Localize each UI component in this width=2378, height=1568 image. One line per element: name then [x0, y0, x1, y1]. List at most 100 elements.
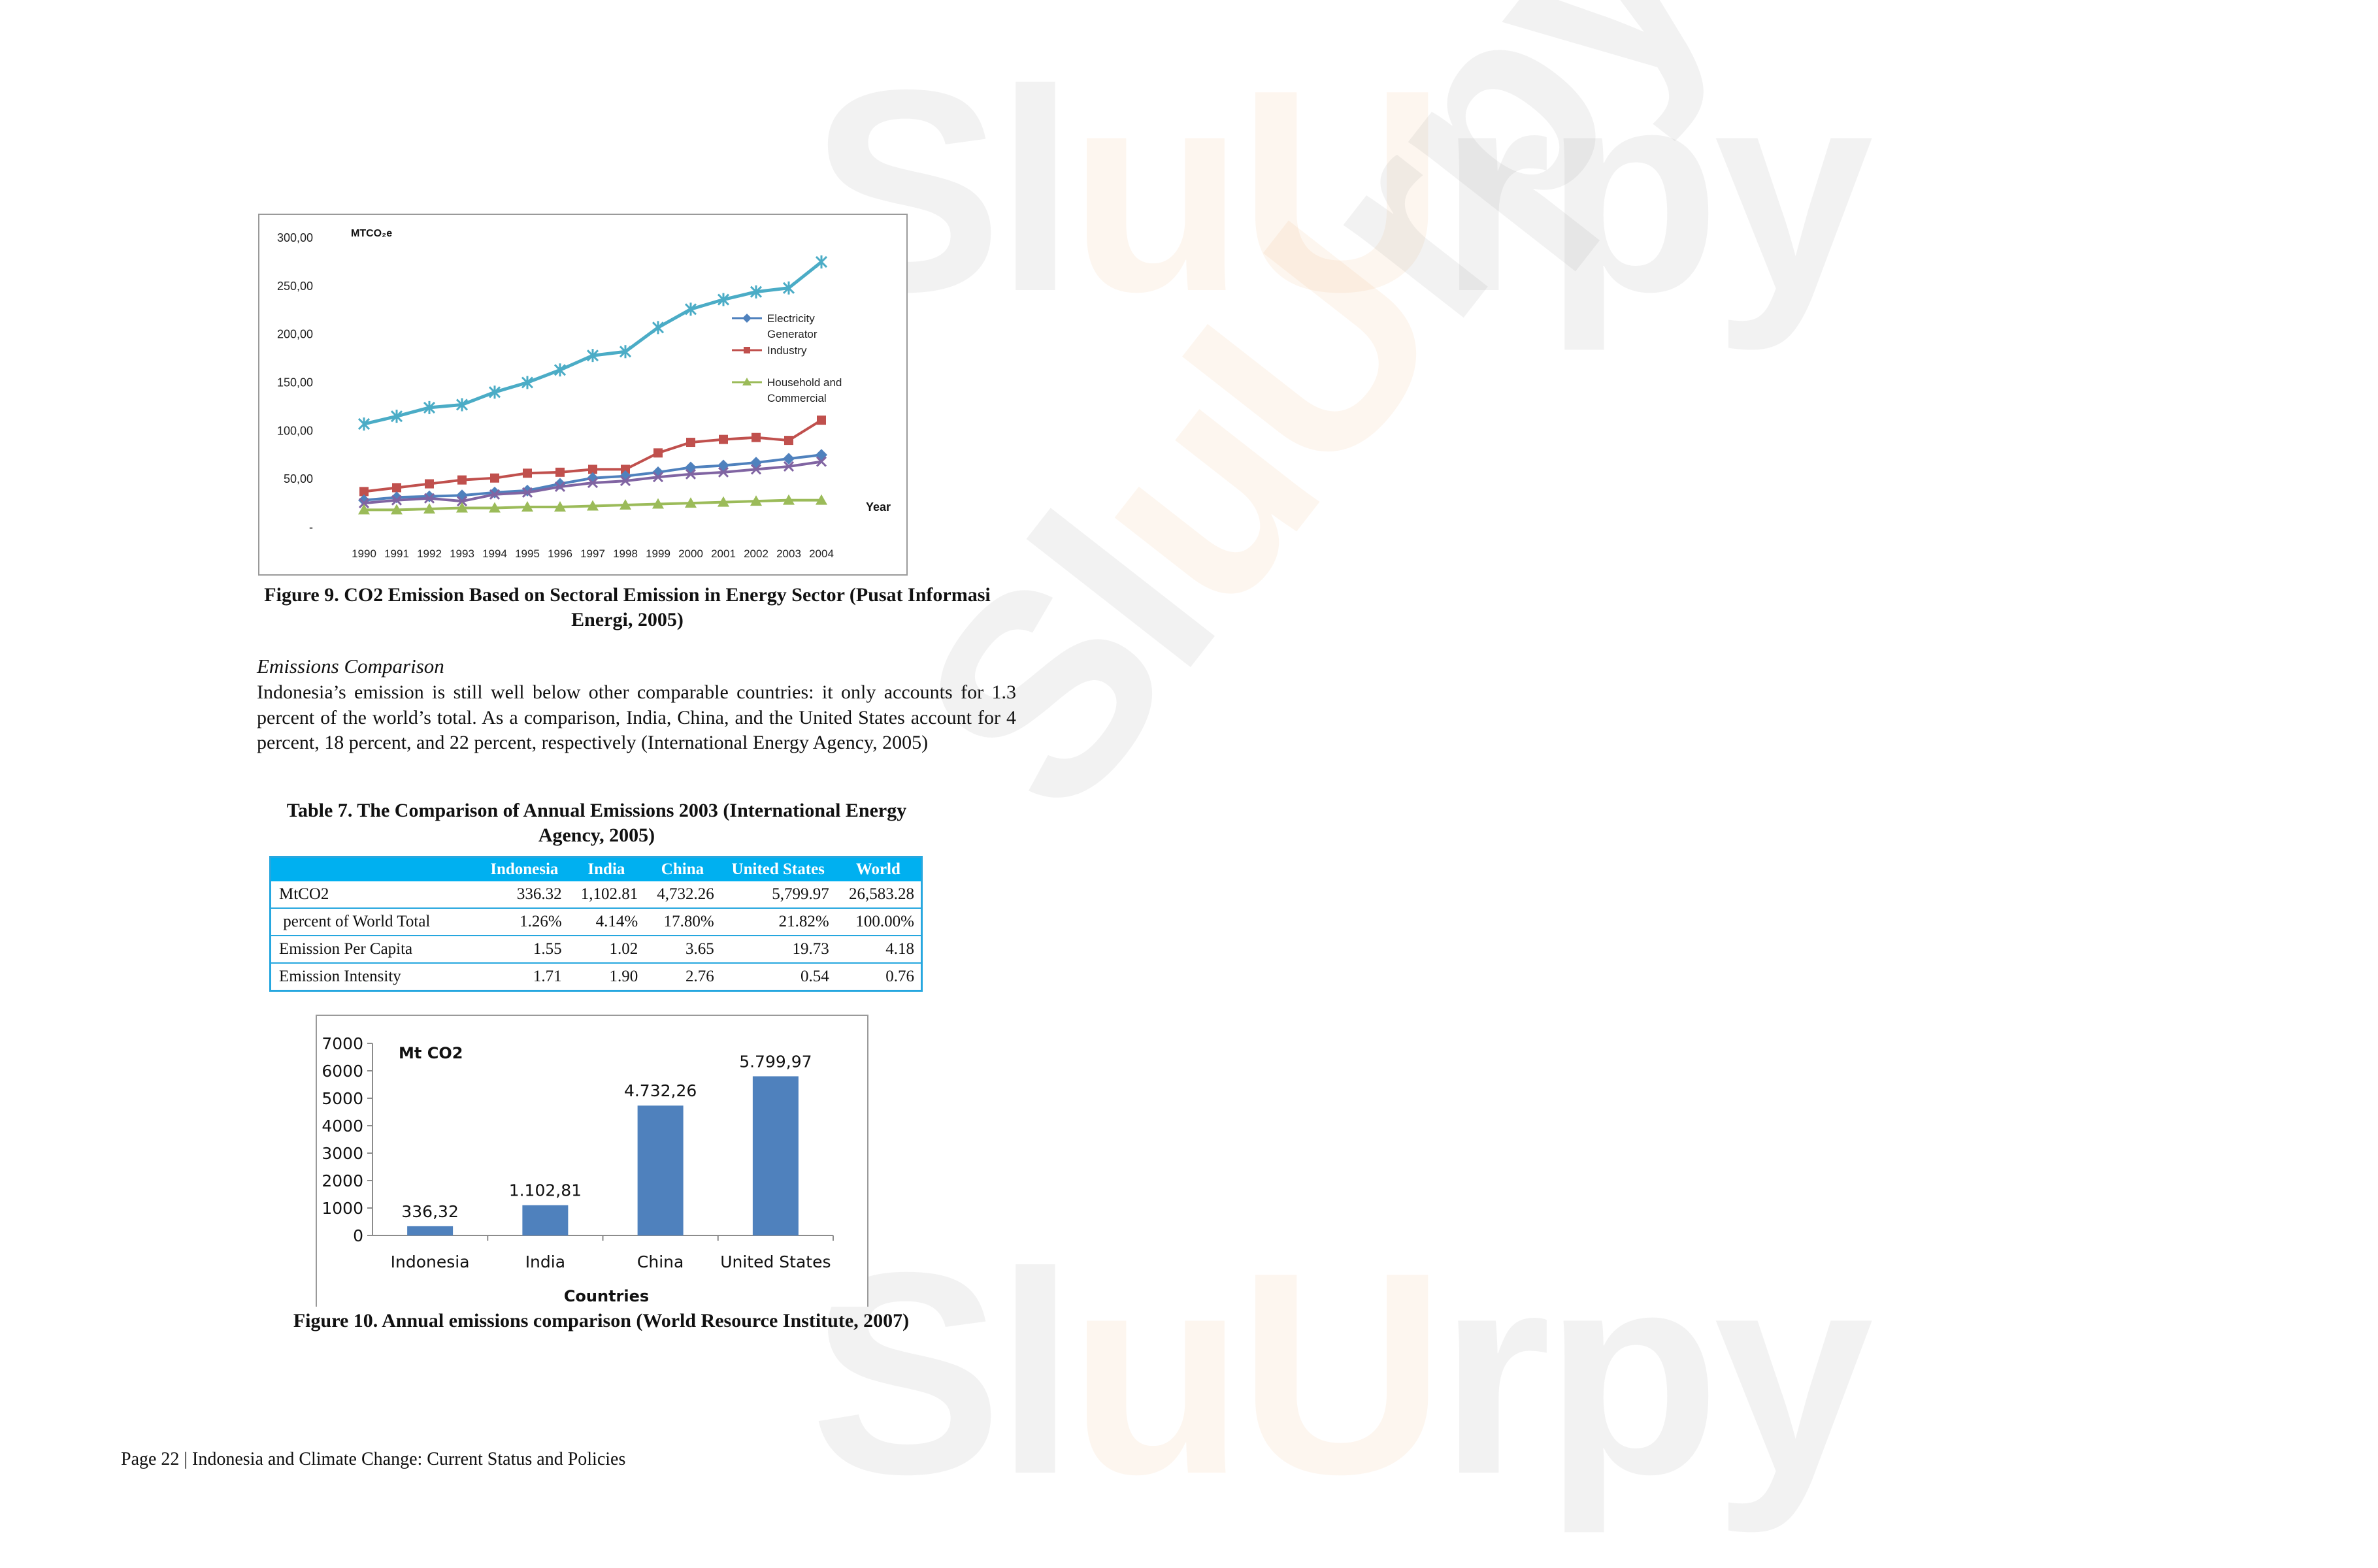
- data-point: [456, 489, 468, 502]
- data-point: [783, 461, 795, 472]
- table-cell: 1.02: [568, 936, 645, 964]
- data-point: [652, 321, 665, 335]
- x-tick-label: 2001: [711, 547, 736, 560]
- legend-label: Household and Commercial: [767, 376, 842, 404]
- table-cell: 4.18: [835, 936, 922, 964]
- bar: [407, 1226, 454, 1235]
- legend-label-line: Electricity: [767, 312, 815, 325]
- data-point: [455, 398, 469, 412]
- data-point: [782, 281, 795, 295]
- data-point: [619, 345, 632, 359]
- page-footer: Page 22 | Indonesia and Climate Change: …: [121, 1449, 626, 1469]
- legend-label: Industry: [767, 344, 807, 357]
- table-cell: 5,799.97: [720, 881, 836, 909]
- data-point: [750, 457, 762, 469]
- table-header-cell: World: [835, 857, 922, 881]
- x-tick-label: 1997: [580, 547, 605, 560]
- line-series: [359, 416, 826, 497]
- data-point: [488, 385, 501, 399]
- sectoral-emission-line-chart: MTCO₂e Year - 50,00 100,00 150,00 200,00 250,…: [258, 214, 908, 576]
- x-tick-label: 2002: [744, 547, 768, 560]
- watermark-logo: SluUrpy: [810, 1213, 1874, 1534]
- watermark-logo: SluUrpy: [810, 31, 1874, 351]
- line-series: [358, 456, 827, 509]
- data-point: [423, 493, 435, 504]
- table-row: Emission Intensity 1.71 1.90 2.76 0.54 0…: [271, 963, 922, 991]
- data-point: [555, 467, 565, 477]
- data-label: 5.799,97: [739, 1052, 812, 1071]
- x-tick-label: 1995: [515, 547, 540, 560]
- data-point: [815, 255, 828, 269]
- data-point: [750, 285, 763, 299]
- y-tick-label: 300,00: [277, 231, 313, 244]
- data-point: [391, 495, 403, 506]
- x-tick-label: 1993: [450, 547, 474, 560]
- x-tick-label: United States: [720, 1252, 831, 1271]
- y-tick-label: 1000: [322, 1199, 363, 1218]
- table-cell: 1.90: [609, 968, 638, 985]
- x-axis-title: Year: [866, 500, 891, 514]
- data-point: [816, 494, 827, 505]
- x-tick-label: 1991: [384, 547, 409, 560]
- data-point: [718, 459, 729, 472]
- line-chart-svg: MTCO₂e Year - 50,00 100,00 150,00 200,00 250,…: [277, 228, 891, 560]
- table-cell: 26,583.28: [835, 881, 922, 909]
- data-point: [587, 478, 599, 489]
- legend-entry: Industry: [732, 344, 807, 357]
- legend-label-line: Household and: [767, 376, 842, 389]
- table-cell: Emission Per Capita: [270, 936, 480, 964]
- table-7-title: Table 7. The Comparison of Annual Emissi…: [286, 800, 907, 846]
- data-point: [652, 472, 664, 483]
- bar: [637, 1105, 684, 1235]
- x-tick-label: India: [525, 1252, 565, 1271]
- data-point: [587, 500, 599, 511]
- table-header-cell: India: [568, 857, 645, 881]
- data-point: [817, 416, 826, 425]
- table-header-cell: China: [644, 857, 721, 881]
- data-point: [358, 504, 370, 515]
- table-cell: 1,102.81: [568, 881, 645, 909]
- data-point: [742, 314, 751, 323]
- data-point: [685, 468, 697, 480]
- data-point: [816, 449, 827, 461]
- annual-emissions-bar-chart: Mt CO2 Countries 0 1000 2000 3000 4000 5000 60…: [316, 1015, 868, 1307]
- table-cell: 2.76: [685, 968, 714, 985]
- data-point: [456, 502, 468, 513]
- data-point: [750, 495, 762, 506]
- x-tick-label: 2003: [776, 547, 801, 560]
- data-point: [619, 499, 631, 510]
- legend-label-line: Generator: [767, 328, 817, 340]
- x-tick-label: 1999: [646, 547, 670, 560]
- data-point: [751, 433, 761, 442]
- data-point: [588, 465, 597, 474]
- table-cell: MtCO2: [270, 881, 480, 909]
- data-point: [521, 376, 534, 389]
- x-tick-label: 1990: [352, 547, 376, 560]
- emissions-comparison-table: Indonesia India China United States Worl…: [269, 856, 923, 992]
- data-point: [523, 468, 532, 478]
- y-tick-label: 2000: [322, 1171, 363, 1190]
- data-point: [653, 448, 663, 458]
- data-point: [391, 504, 403, 515]
- y-tick-label: 4000: [322, 1117, 363, 1135]
- table-header-cell: Indonesia: [480, 857, 569, 881]
- data-point: [521, 487, 533, 498]
- table-cell: 21.82%: [720, 908, 836, 936]
- data-point: [744, 347, 750, 353]
- data-point: [784, 436, 793, 446]
- table-row: MtCO2 336.32 1,102.81 4,732.26 5,799.97 …: [270, 881, 922, 909]
- data-point: [423, 400, 436, 414]
- data-point: [685, 461, 697, 474]
- data-point: [357, 417, 371, 431]
- y-tick-label: -: [309, 521, 313, 534]
- x-tick-label: Indonesia: [391, 1252, 470, 1271]
- legend-entry: Household and Commercial: [732, 376, 842, 404]
- data-point: [489, 502, 501, 513]
- legend-label-line: Commercial: [767, 392, 827, 404]
- y-tick-label: 5000: [322, 1089, 363, 1108]
- data-point: [750, 464, 762, 475]
- data-point: [489, 489, 501, 500]
- data-point: [457, 475, 467, 485]
- figure-9-caption: Figure 9. CO2 Emission Based on Sectoral…: [264, 584, 991, 630]
- bar: [752, 1076, 799, 1235]
